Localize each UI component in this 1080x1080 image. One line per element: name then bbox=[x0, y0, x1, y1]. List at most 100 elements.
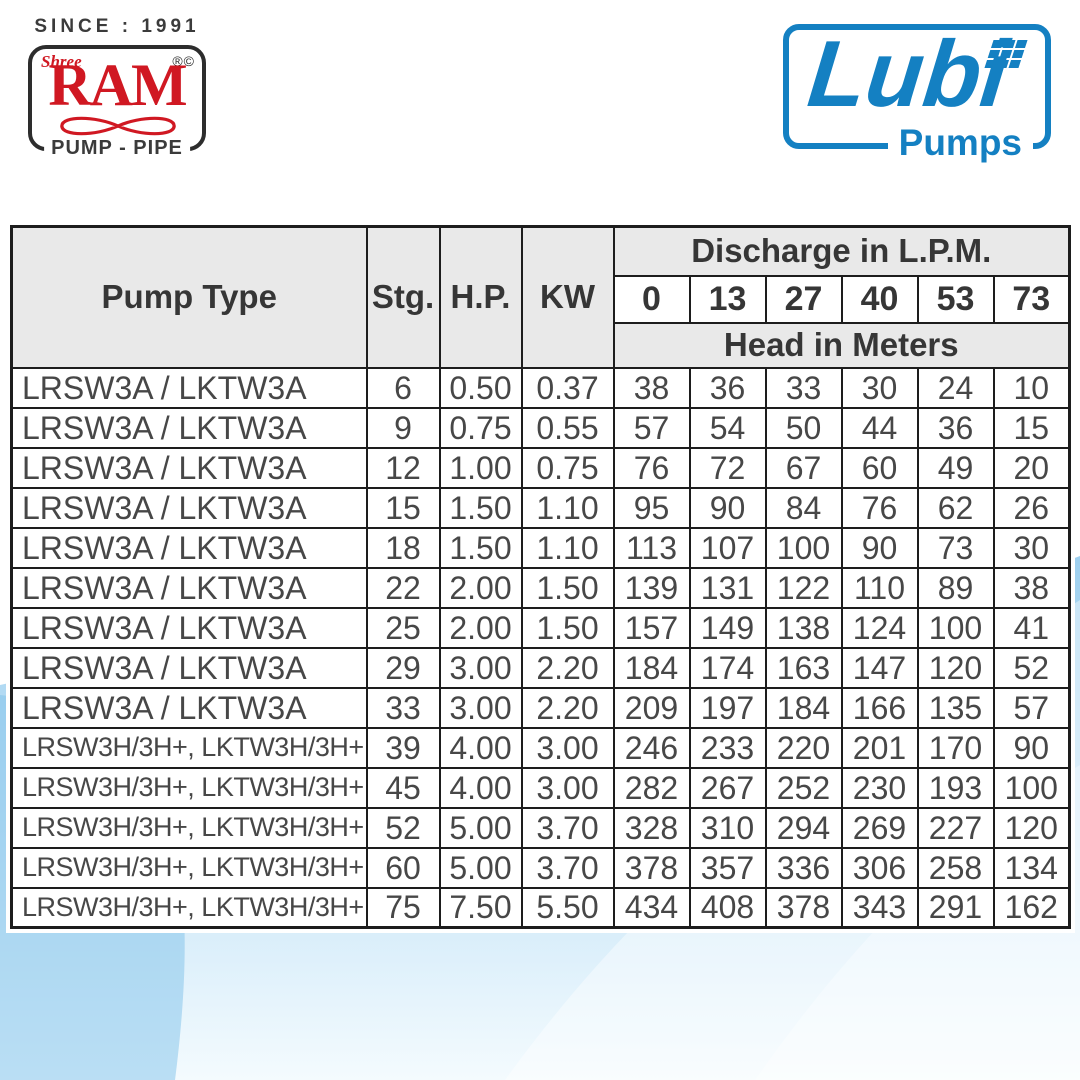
stages-cell: 6 bbox=[365, 366, 441, 409]
head-value-cell: 44 bbox=[840, 406, 919, 449]
head-value-cell: 357 bbox=[688, 846, 767, 889]
head-value-cell: 76 bbox=[612, 446, 691, 489]
stages-cell: 25 bbox=[365, 606, 441, 649]
head-value-cell: 30 bbox=[992, 526, 1071, 569]
head-value-cell: 84 bbox=[764, 486, 843, 529]
table-row: LRSW3A / LKTW3A 6 0.50 0.37 38 36 33 30 … bbox=[10, 366, 1071, 409]
head-value-cell: 162 bbox=[992, 886, 1071, 929]
table-row: LRSW3H/3H+, LKTW3H/3H+ 39 4.00 3.00 246 … bbox=[10, 726, 1071, 769]
discharge-value-header: 13 bbox=[688, 274, 767, 324]
head-value-cell: 49 bbox=[916, 446, 995, 489]
lubi-pumps-label: Pumps bbox=[887, 122, 1033, 164]
head-value-cell: 73 bbox=[916, 526, 995, 569]
head-value-cell: 252 bbox=[764, 766, 843, 809]
head-value-cell: 62 bbox=[916, 486, 995, 529]
stages-cell: 33 bbox=[365, 686, 441, 729]
head-value-cell: 90 bbox=[992, 726, 1071, 769]
head-value-cell: 184 bbox=[764, 686, 843, 729]
head-value-cell: 50 bbox=[764, 406, 843, 449]
head-value-cell: 110 bbox=[840, 566, 919, 609]
head-value-cell: 15 bbox=[992, 406, 1071, 449]
kw-cell: 3.00 bbox=[520, 726, 615, 769]
lubi-logo: Lubi Pumps bbox=[783, 21, 1051, 164]
head-value-cell: 54 bbox=[688, 406, 767, 449]
discharge-value-header: 53 bbox=[916, 274, 995, 324]
stages-cell: 39 bbox=[365, 726, 441, 769]
pump-type-cell: LRSW3A / LKTW3A bbox=[10, 486, 368, 529]
head-value-cell: 38 bbox=[992, 566, 1071, 609]
pump-type-cell: LRSW3H/3H+, LKTW3H/3H+ bbox=[10, 726, 368, 769]
hp-cell: 1.00 bbox=[438, 446, 523, 489]
table-row: LRSW3A / LKTW3A 22 2.00 1.50 139 131 122… bbox=[10, 566, 1071, 609]
pump-type-cell: LRSW3A / LKTW3A bbox=[10, 686, 368, 729]
head-value-cell: 184 bbox=[612, 646, 691, 689]
discharge-value-header: 73 bbox=[992, 274, 1071, 324]
table-row: LRSW3H/3H+, LKTW3H/3H+ 45 4.00 3.00 282 … bbox=[10, 766, 1071, 809]
discharge-value-header: 27 bbox=[764, 274, 843, 324]
pump-type-cell: LRSW3A / LKTW3A bbox=[10, 606, 368, 649]
stages-cell: 60 bbox=[365, 846, 441, 889]
hp-cell: 5.00 bbox=[438, 806, 523, 849]
discharge-value-header: 40 bbox=[840, 274, 919, 324]
stages-cell: 15 bbox=[365, 486, 441, 529]
kw-cell: 3.70 bbox=[520, 806, 615, 849]
kw-cell: 0.75 bbox=[520, 446, 615, 489]
pump-type-cell: LRSW3A / LKTW3A bbox=[10, 406, 368, 449]
head-value-cell: 269 bbox=[840, 806, 919, 849]
pump-type-cell: LRSW3A / LKTW3A bbox=[10, 566, 368, 609]
discharge-lpm-header: Discharge in L.P.M. bbox=[612, 225, 1071, 277]
pump-pipe-tagline: PUMP - PIPE bbox=[44, 137, 190, 160]
table-row: LRSW3A / LKTW3A 33 3.00 2.20 209 197 184… bbox=[10, 686, 1071, 729]
head-value-cell: 24 bbox=[916, 366, 995, 409]
head-value-cell: 36 bbox=[916, 406, 995, 449]
head-value-cell: 90 bbox=[840, 526, 919, 569]
col-header-stages: Stg. bbox=[365, 225, 441, 369]
head-value-cell: 57 bbox=[992, 686, 1071, 729]
head-value-cell: 100 bbox=[992, 766, 1071, 809]
head-value-cell: 174 bbox=[688, 646, 767, 689]
stages-cell: 45 bbox=[365, 766, 441, 809]
lubi-grid-icon bbox=[984, 40, 1028, 68]
spec-table-body: LRSW3A / LKTW3A 6 0.50 0.37 38 36 33 30 … bbox=[10, 366, 1071, 929]
hp-cell: 3.00 bbox=[438, 646, 523, 689]
discharge-values-row: 0 13 27 40 53 73 bbox=[12, 274, 1071, 324]
head-value-cell: 10 bbox=[992, 366, 1071, 409]
stages-cell: 52 bbox=[365, 806, 441, 849]
head-value-cell: 209 bbox=[612, 686, 691, 729]
hp-cell: 4.00 bbox=[438, 726, 523, 769]
shree-ram-logo: SINCE : 1991 Shree ®© RAM PUMP - PIPE bbox=[28, 16, 206, 160]
head-value-cell: 230 bbox=[840, 766, 919, 809]
head-value-cell: 95 bbox=[612, 486, 691, 529]
head-value-cell: 282 bbox=[612, 766, 691, 809]
head-value-cell: 310 bbox=[688, 806, 767, 849]
kw-cell: 0.55 bbox=[520, 406, 615, 449]
head-value-cell: 170 bbox=[916, 726, 995, 769]
since-1991-text: SINCE : 1991 bbox=[34, 16, 200, 37]
pump-spec-table: Pump Type Stg. H.P. KW Discharge in L.P.… bbox=[10, 225, 1072, 929]
head-value-cell: 294 bbox=[764, 806, 843, 849]
hp-cell: 5.00 bbox=[438, 846, 523, 889]
head-value-cell: 90 bbox=[688, 486, 767, 529]
stages-cell: 9 bbox=[365, 406, 441, 449]
discharge-value-header: 0 bbox=[612, 274, 691, 324]
head-value-cell: 267 bbox=[688, 766, 767, 809]
head-in-meters-header: Head in Meters bbox=[612, 321, 1071, 369]
kw-cell: 1.50 bbox=[520, 566, 615, 609]
stages-cell: 29 bbox=[365, 646, 441, 689]
table-row: LRSW3A / LKTW3A 29 3.00 2.20 184 174 163… bbox=[10, 646, 1071, 689]
head-value-cell: 76 bbox=[840, 486, 919, 529]
hp-cell: 1.50 bbox=[438, 486, 523, 529]
pump-type-cell: LRSW3H/3H+, LKTW3H/3H+ bbox=[10, 766, 368, 809]
kw-cell: 1.10 bbox=[520, 486, 615, 529]
head-value-cell: 378 bbox=[612, 846, 691, 889]
head-value-cell: 434 bbox=[612, 886, 691, 929]
kw-cell: 3.00 bbox=[520, 766, 615, 809]
kw-cell: 5.50 bbox=[520, 886, 615, 929]
head-value-cell: 135 bbox=[916, 686, 995, 729]
ram-logo-box: Shree ®© RAM PUMP - PIPE bbox=[28, 45, 206, 160]
pump-type-cell: LRSW3A / LKTW3A bbox=[10, 446, 368, 489]
head-value-cell: 306 bbox=[840, 846, 919, 889]
head-value-cell: 246 bbox=[612, 726, 691, 769]
pump-type-cell: LRSW3H/3H+, LKTW3H/3H+ bbox=[10, 886, 368, 929]
